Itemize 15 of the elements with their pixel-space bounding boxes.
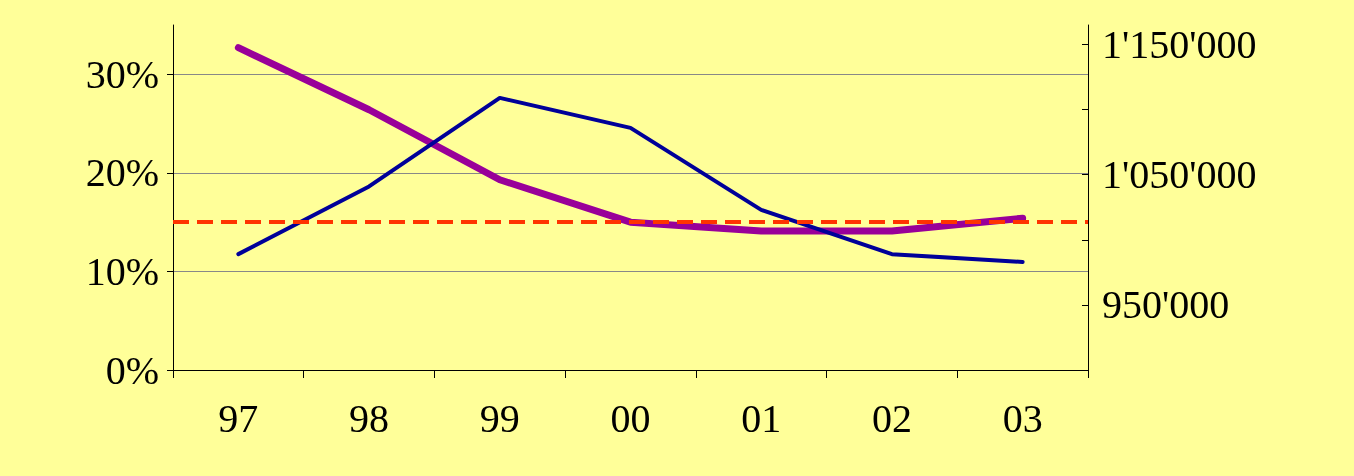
y-tick-label: 20%	[85, 150, 159, 196]
x-tick-label: 00	[610, 395, 651, 441]
y2-tick-label: 1'050'000	[1102, 152, 1257, 198]
x-tick-label: 97	[218, 395, 259, 441]
x-tick-label: 02	[871, 395, 912, 441]
x-tick-label: 03	[1002, 395, 1043, 441]
y2-tick-label: 950'000	[1102, 282, 1230, 328]
x-tick-label: 01	[741, 395, 782, 441]
line-series	[236, 95, 1025, 264]
y-tick-label: 30%	[85, 51, 159, 97]
x-tick-label: 98	[349, 395, 390, 441]
y2-tick-label: 1'150'000	[1102, 22, 1257, 68]
y-tick-label: 10%	[85, 248, 159, 294]
x-tick-label: 99	[479, 395, 520, 441]
y-tick-label: 0%	[105, 347, 159, 393]
